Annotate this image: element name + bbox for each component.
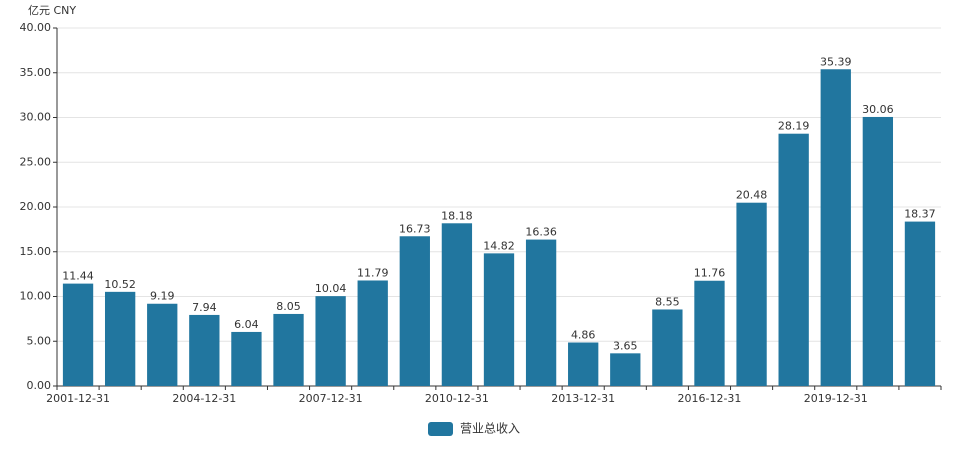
bar	[862, 116, 894, 386]
data-label: 11.44	[62, 270, 94, 283]
data-label: 4.86	[571, 329, 596, 342]
bar	[315, 296, 346, 386]
data-label: 10.04	[315, 282, 347, 295]
data-label: 10.52	[104, 278, 136, 291]
bar	[231, 331, 262, 386]
y-tick-label: 30.00	[20, 111, 52, 124]
bar	[610, 353, 641, 386]
data-label: 18.18	[441, 209, 473, 222]
data-label: 28.19	[778, 120, 810, 133]
x-tick-label: 2004-12-31	[172, 392, 236, 405]
data-label: 8.55	[655, 295, 680, 308]
x-tick-label: 2016-12-31	[678, 392, 742, 405]
y-tick-label: 0.00	[27, 379, 52, 392]
bar	[104, 291, 136, 386]
data-label: 20.48	[736, 189, 768, 202]
y-axis-label: 亿元 CNY	[28, 4, 76, 17]
data-label: 18.37	[904, 208, 936, 221]
bar	[820, 69, 851, 387]
data-label: 7.94	[192, 301, 217, 314]
x-tick-label: 2010-12-31	[425, 392, 489, 405]
data-label: 30.06	[862, 103, 894, 116]
bar	[273, 313, 304, 386]
x-tick-label: 2013-12-31	[551, 392, 615, 405]
y-tick-label: 35.00	[20, 66, 52, 79]
y-tick-label: 25.00	[20, 155, 52, 168]
x-tick-label: 2001-12-31	[46, 392, 110, 405]
data-label: 11.76	[694, 267, 726, 280]
data-label: 6.04	[234, 318, 259, 331]
bar	[62, 283, 94, 386]
y-tick-label: 40.00	[20, 21, 52, 34]
bar	[483, 253, 515, 386]
y-tick-label: 20.00	[20, 200, 52, 213]
bar	[357, 280, 388, 386]
data-label: 9.19	[150, 290, 175, 303]
data-label: 3.65	[613, 339, 638, 352]
legend-swatch	[428, 422, 453, 436]
bar	[568, 342, 599, 386]
bar	[694, 280, 725, 386]
bar	[652, 309, 683, 386]
data-label: 11.79	[357, 266, 389, 279]
bar	[147, 303, 178, 386]
y-tick-label: 5.00	[27, 334, 52, 347]
data-label: 35.39	[820, 55, 852, 68]
bar	[525, 239, 557, 386]
bar	[189, 314, 220, 386]
bar	[441, 223, 473, 386]
data-label: 16.73	[399, 222, 431, 235]
bar	[736, 202, 767, 386]
data-label: 14.82	[483, 239, 515, 252]
y-tick-label: 10.00	[20, 290, 52, 303]
data-label: 16.36	[525, 226, 557, 239]
y-tick-label: 15.00	[20, 245, 52, 258]
bar	[399, 236, 430, 386]
legend-label: 营业总收入	[460, 422, 520, 436]
bar	[778, 133, 809, 386]
x-tick-label: 2019-12-31	[804, 392, 868, 405]
data-label: 8.05	[276, 300, 301, 313]
bar	[904, 221, 936, 386]
x-tick-label: 2007-12-31	[299, 392, 363, 405]
